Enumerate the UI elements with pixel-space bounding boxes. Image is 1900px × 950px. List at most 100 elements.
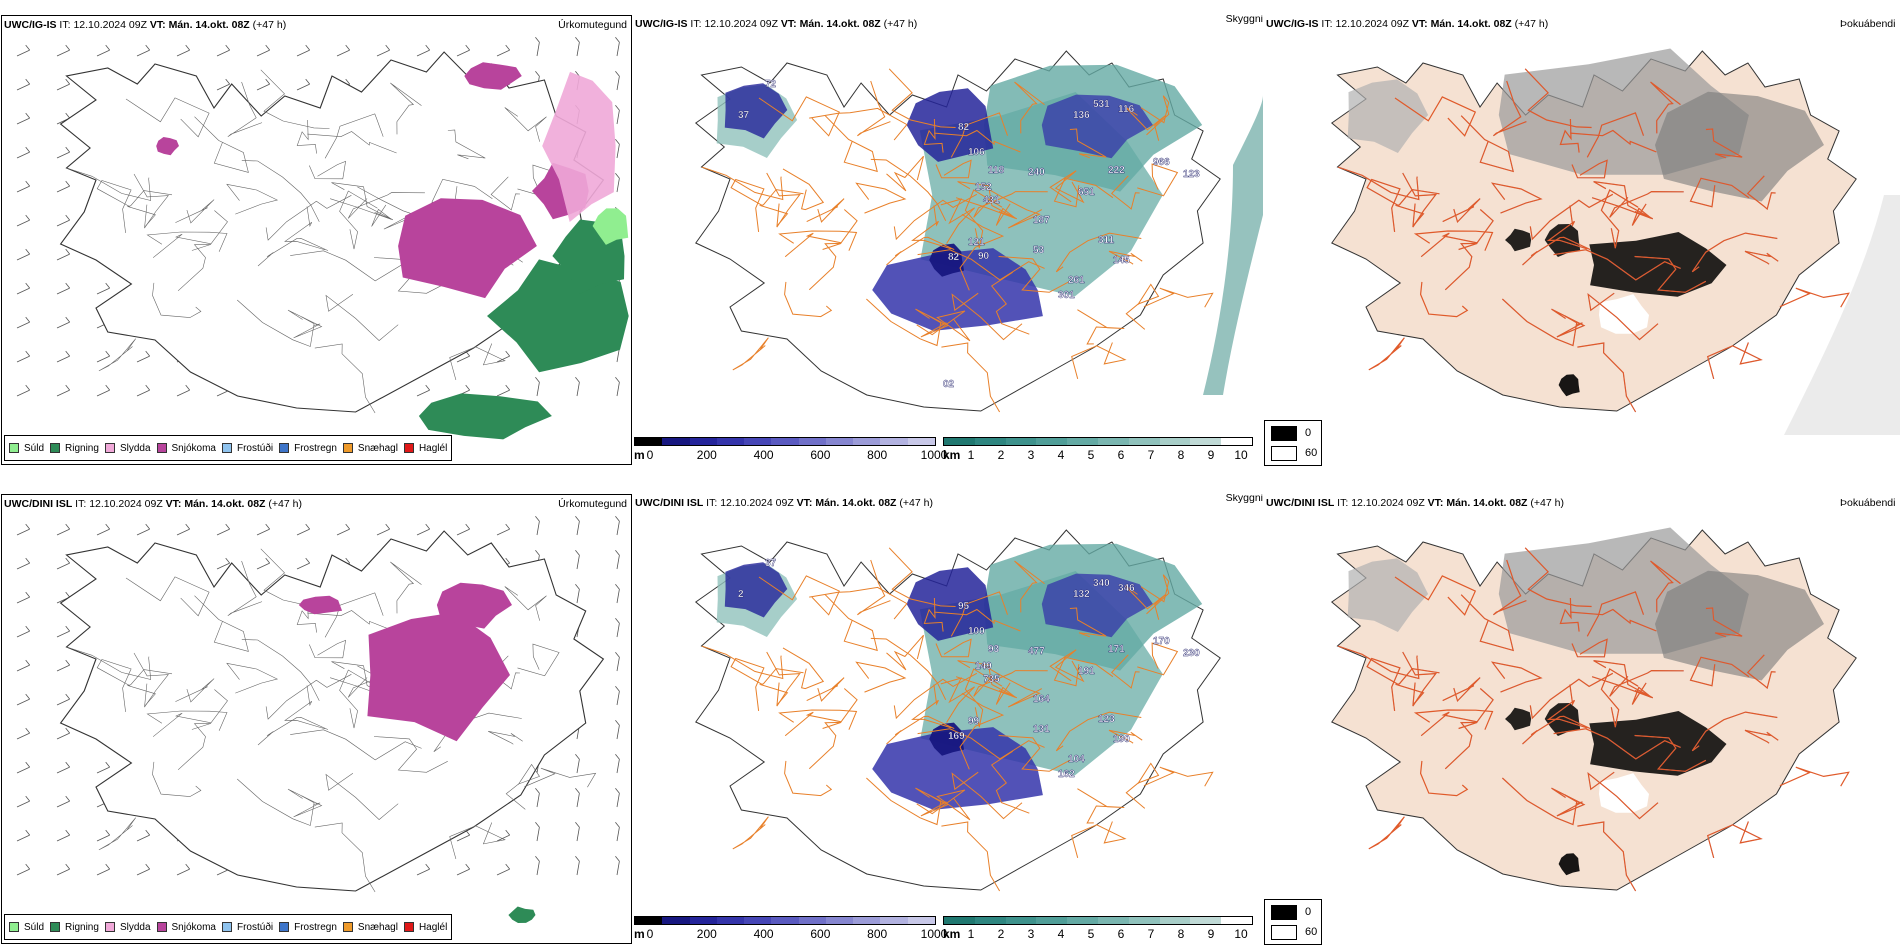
legend-swatch [403, 443, 414, 453]
lead-time: (+47 h) [899, 497, 933, 509]
cloud-base-value: 123 [1098, 714, 1115, 725]
fog-legend: 0 60 [1264, 420, 1322, 466]
colorbar-cell [907, 917, 935, 924]
colorbar-cell [974, 438, 1006, 445]
fog-area [1655, 570, 1824, 681]
it-label: IT: [1337, 497, 1349, 509]
fog-legend-swatch [1271, 905, 1297, 920]
model-run-header: UWC/DINI ISL IT: 12.10.2024 09Z VT: Mán.… [1266, 497, 1564, 509]
cloud-base-value: 90 [978, 251, 990, 262]
cloud-base-value: 222 [1108, 165, 1125, 176]
ceiling-tick: 200 [696, 448, 717, 462]
cloud-base-value: 72 [765, 79, 777, 90]
visibility-colorbar-cells [943, 437, 1253, 446]
colorbar-cell [1190, 917, 1222, 924]
sleet-area [542, 71, 616, 223]
precip-title: Úrkomutegund [558, 19, 627, 31]
legend-label: Snjókoma [171, 442, 216, 454]
legend-label: Slydda [119, 921, 151, 933]
legend-label: Frostúði [236, 921, 274, 933]
cloud-base-value: 116 [1118, 104, 1135, 115]
lead-time: (+47 h) [1514, 18, 1549, 30]
fog-title: Þokuábendi [1840, 18, 1896, 30]
cloud-base-value: 93 [988, 644, 1000, 655]
dense-fog-area [1544, 224, 1581, 257]
ceiling-tick: 0 [646, 927, 654, 941]
vt-label: VT: [1411, 18, 1428, 30]
it-value: 12.10.2024 09Z [1335, 18, 1409, 30]
cloud-base-value: 164 [1033, 694, 1050, 705]
vt-value: Mán. 14.okt. 08Z [184, 498, 266, 510]
cloud-base-value: 187 [1033, 215, 1050, 226]
colorbar-cell [1128, 917, 1160, 924]
legend-swatch [342, 922, 353, 932]
colorbar-cell [1036, 438, 1068, 445]
visibility-tick: 9 [1207, 448, 1215, 462]
cloud-base-value: 171 [1108, 644, 1125, 655]
it-value: 12.10.2024 09Z [73, 19, 147, 31]
ceiling-tick: 800 [867, 927, 888, 941]
colorbar-cell [907, 438, 935, 445]
cloud-base-value: 162 [1058, 769, 1075, 780]
ceiling-unit: m [634, 927, 645, 941]
cloud-base-value: 651 [1078, 187, 1095, 198]
colorbar-cell [974, 917, 1006, 924]
cloud-base-value: 136 [1073, 110, 1090, 121]
fog-area [1347, 79, 1429, 153]
vt-label: VT: [165, 498, 182, 510]
visibility-colorbar-cells [943, 916, 1253, 925]
precip-map [16, 515, 620, 923]
low-ceiling-area [906, 567, 994, 641]
visibility-tick: 9 [1207, 927, 1215, 941]
legend-item: Snæhagl [342, 921, 398, 933]
colorbar-cell [744, 917, 772, 924]
road-network [1337, 68, 1850, 413]
visibility-tick: 6 [1117, 448, 1125, 462]
legend-item: Frostúði [221, 443, 273, 454]
colorbar-cell [798, 438, 826, 445]
cloud-base-value: 121 [968, 237, 985, 248]
colorbar-cell [1221, 438, 1252, 445]
snow-area [464, 62, 522, 90]
legend-swatch [50, 443, 61, 453]
model-name: UWC/IG-IS [4, 19, 57, 31]
cloud-base-value: 477 [1028, 646, 1045, 657]
ceiling-tick: 200 [696, 927, 717, 941]
fog-map [1330, 48, 1900, 435]
visibility-tick: 2 [997, 927, 1005, 941]
cloud-base-value: 104 [1068, 754, 1085, 765]
visibility-colorbar: km 1 2 3 4 5 6 7 8 9 10 [943, 916, 1253, 944]
ceiling-tick: 800 [867, 448, 888, 462]
legend-label: Snæhagl [357, 921, 398, 933]
legend-label: Haglél [418, 921, 448, 933]
colorbar-cell [1190, 438, 1222, 445]
ceiling-colorbar: m 0 200 400 600 800 1000 [634, 916, 947, 944]
legend-swatch [221, 922, 232, 932]
vt-value: Mán. 14.okt. 08Z [815, 497, 897, 509]
cloud-base-value: 191 [1078, 666, 1095, 677]
road-network [701, 68, 1214, 413]
drizzle-area [592, 208, 629, 245]
vt-label: VT: [149, 19, 166, 31]
ceiling-tick: 600 [810, 927, 831, 941]
legend-label: Snæhagl [357, 442, 398, 454]
it-label: IT: [75, 498, 87, 510]
ceiling-tick: 1000 [920, 927, 948, 941]
ceiling-tick: 600 [810, 448, 831, 462]
colorbar-cell [1159, 438, 1191, 445]
low-ceiling-area [724, 562, 788, 618]
legend-swatch [50, 922, 61, 932]
legend-swatch [9, 922, 19, 932]
fog-legend-swatch [1271, 925, 1297, 940]
visibility-tick: 8 [1177, 448, 1185, 462]
glacier-area [1599, 294, 1649, 334]
visibility-tick: 1 [967, 927, 975, 941]
legend-label: Rigning [65, 921, 99, 933]
lead-time: (+47 h) [1530, 497, 1564, 509]
cloud-base-value: 99 [968, 716, 980, 727]
low-ceiling-area [1041, 94, 1153, 159]
legend-item: Rigning [50, 443, 99, 454]
cloud-base-value: 123 [1183, 169, 1200, 180]
